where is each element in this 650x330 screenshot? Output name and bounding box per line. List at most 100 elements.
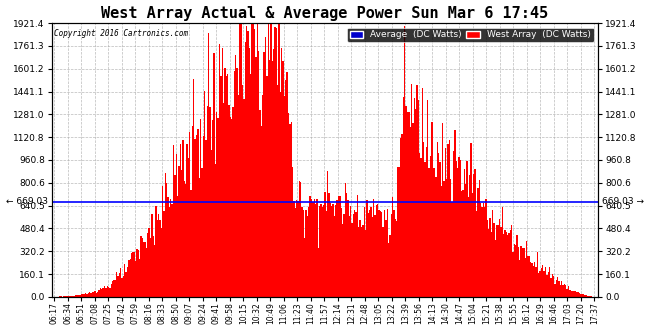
Bar [170,199,172,297]
Bar [259,110,261,297]
Bar [148,228,150,297]
Bar [503,234,504,297]
Bar [359,219,361,297]
Bar [293,201,294,297]
Bar [431,122,432,297]
Bar [588,296,590,297]
Bar [270,23,272,297]
Bar [469,175,471,297]
Bar [480,203,481,297]
Bar [573,291,575,297]
Bar [443,181,445,297]
Bar [350,206,352,297]
Bar [352,223,353,297]
Bar [81,294,82,297]
Bar [551,278,552,297]
Bar [506,232,507,297]
Bar [202,168,203,297]
Bar [530,262,531,297]
Bar [253,23,254,297]
Bar [418,100,419,297]
Bar [408,112,410,297]
Bar [193,79,194,297]
Bar [497,224,499,297]
Bar [240,23,242,297]
Bar [277,85,278,297]
Bar [335,205,337,297]
Bar [491,232,492,297]
Bar [223,103,224,297]
Bar [581,294,582,297]
Bar [423,142,424,297]
Bar [250,74,252,297]
Bar [463,169,465,297]
Bar [307,216,308,297]
Bar [164,173,166,297]
Bar [558,280,560,297]
Bar [204,91,205,297]
Bar [313,199,315,297]
Bar [315,204,316,297]
Bar [214,164,216,297]
Bar [591,296,592,297]
Bar [471,143,472,297]
Bar [504,230,506,297]
Bar [473,175,474,297]
Bar [484,207,486,297]
Bar [187,144,188,297]
Bar [92,292,93,297]
Bar [542,265,543,297]
Bar [434,168,436,297]
Bar [64,296,66,297]
Bar [476,212,477,297]
Bar [526,241,527,297]
Bar [562,285,564,297]
Bar [395,219,396,297]
Bar [153,236,154,297]
Bar [177,196,178,297]
Bar [198,178,200,297]
Bar [158,214,159,297]
Bar [572,291,573,297]
Bar [196,135,197,297]
Bar [246,26,247,297]
Bar [438,153,439,297]
Bar [488,229,489,297]
Bar [482,203,484,297]
Title: West Array Actual & Average Power Sun Mar 6 17:45: West Array Actual & Average Power Sun Ma… [101,6,549,20]
Bar [228,105,229,297]
Bar [406,106,407,297]
Bar [358,227,359,297]
Bar [269,60,270,297]
Bar [189,132,190,297]
Bar [59,296,60,297]
Bar [114,280,116,297]
Bar [300,182,302,297]
Bar [507,235,508,297]
Bar [182,140,184,297]
Bar [441,185,442,297]
Bar [456,161,457,297]
Bar [120,268,122,297]
Bar [63,296,64,297]
Bar [448,140,450,297]
Bar [304,238,306,297]
Bar [560,284,561,297]
Bar [138,249,139,297]
Bar [297,201,298,297]
Bar [111,284,112,297]
Bar [237,68,238,297]
Bar [437,142,438,297]
Bar [232,107,234,297]
Bar [416,85,418,297]
Bar [326,211,327,297]
Bar [243,99,244,297]
Bar [144,242,146,297]
Bar [472,193,473,297]
Bar [486,199,487,297]
Bar [281,48,282,297]
Bar [139,259,140,297]
Bar [220,76,222,297]
Bar [346,193,347,297]
Bar [227,74,228,297]
